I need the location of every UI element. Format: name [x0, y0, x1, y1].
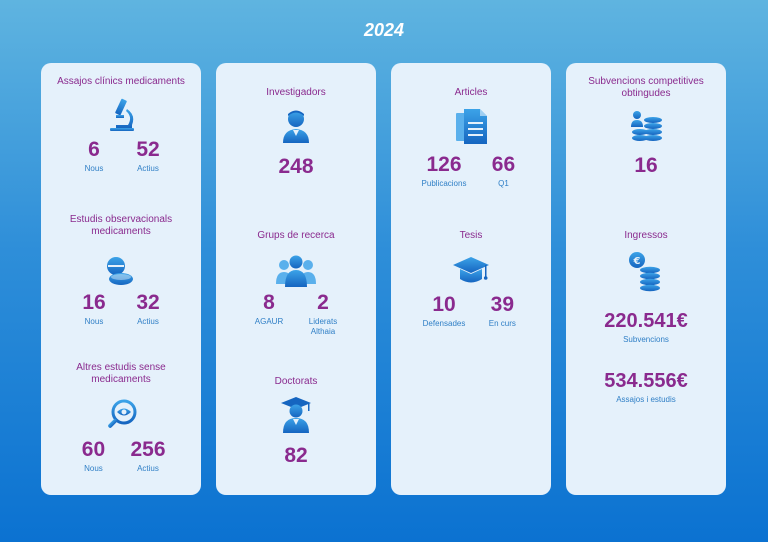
observacionals-block: Estudis observacionals medicaments 16 Nou…: [41, 214, 201, 327]
magnifier-eye-icon: [41, 398, 201, 432]
ingressos-assajos-value: 534.556€: [604, 370, 688, 392]
ingressos-block: Ingressos € 220.541€ Subvencions 534.556…: [566, 230, 726, 405]
grups-liderats-value: 2: [317, 291, 329, 314]
card-funding: Subvencions competitives obtingudes 16 I…: [566, 63, 726, 495]
articles-q1-value: 66: [491, 153, 516, 176]
doctorats-block: Doctorats 82: [216, 376, 376, 468]
assajos-block: Assajos clínics medicaments 6 Nous 52 Acti…: [41, 76, 201, 174]
assajos-actius-label: Actius: [137, 164, 159, 173]
documents-icon: [391, 107, 551, 145]
group-icon: [216, 254, 376, 288]
assajos-nous-value: 6: [88, 138, 100, 161]
doctor-icon: [216, 109, 376, 145]
articles-title: Articles: [454, 87, 488, 98]
doctorats-value: 82: [284, 444, 308, 467]
tesis-en-curs-value: 39: [490, 293, 515, 316]
tesis-block: Tesis 10 Defensades 39 En curs: [391, 230, 551, 329]
altres-title: Altres estudis sense medicaments: [76, 362, 166, 385]
ingressos-subvencions-value: 220.541€: [604, 310, 688, 332]
ingressos-subvencions-label: Subvencions: [623, 335, 669, 344]
observacionals-title: Estudis observacionals medicaments: [69, 214, 173, 237]
articles-block: Articles 126 Publicacions 66 Q1: [391, 87, 551, 189]
assajos-actius-value: 52: [136, 138, 160, 161]
investigadors-title: Investigadors: [266, 87, 326, 98]
investigadors-block: Investigadors 248: [216, 87, 376, 179]
svg-text:€: €: [633, 256, 641, 267]
articles-q1-label: Q1: [498, 179, 509, 188]
tesis-en-curs-label: En curs: [488, 319, 516, 328]
card-clinical-studies: Assajos clínics medicaments 6 Nous 52 Acti…: [41, 63, 201, 495]
subvencions-value: 16: [634, 154, 658, 177]
altres-block: Altres estudis sense medicaments 60 Nous …: [41, 362, 201, 474]
observacionals-nous-value: 16: [82, 291, 106, 314]
ingressos-assajos-label: Assajos i estudis: [616, 395, 676, 404]
grups-block: Grups de recerca 8 AGAUR 2 Liderats Althaia: [216, 230, 376, 337]
grups-agaur-label: AGAUR: [254, 317, 284, 326]
articles-publicacions-label: Publicacions: [421, 179, 467, 188]
altres-actius-value: 256: [130, 438, 166, 461]
grups-title: Grups de recerca: [257, 230, 335, 241]
articles-publicacions-value: 126: [426, 153, 462, 176]
altres-nous-value: 60: [81, 438, 106, 461]
graduation-cap-icon: [391, 256, 551, 286]
assajos-title: Assajos clínics medicaments: [57, 76, 185, 87]
assajos-nous-label: Nous: [84, 164, 104, 173]
microscope-icon: [41, 97, 201, 133]
graduate-icon: [216, 396, 376, 434]
grups-agaur-value: 8: [263, 291, 275, 314]
tesis-title: Tesis: [459, 230, 483, 241]
ingressos-title: Ingressos: [624, 230, 668, 241]
person-coins-icon: [566, 109, 726, 145]
altres-nous-label: Nous: [84, 464, 103, 473]
tesis-defensades-label: Defensades: [422, 319, 466, 328]
observacionals-actius-value: 32: [136, 291, 160, 314]
pills-icon: [41, 255, 201, 287]
subvencions-block: Subvencions competitives obtingudes 16: [566, 76, 726, 178]
doctorats-title: Doctorats: [274, 376, 318, 387]
year-title: 2024: [363, 20, 405, 40]
observacionals-nous-label: Nous: [84, 317, 104, 326]
grups-liderats-label: Liderats Althaia: [308, 317, 338, 336]
euro-coins-icon: €: [566, 251, 726, 295]
subvencions-title: Subvencions competitives obtingudes: [588, 76, 704, 99]
altres-actius-label: Actius: [137, 464, 159, 473]
card-publications: Articles 126 Publicacions 66 Q1 Tesis: [391, 63, 551, 495]
tesis-defensades-value: 10: [432, 293, 456, 316]
investigadors-value: 248: [278, 155, 314, 178]
observacionals-actius-label: Actius: [137, 317, 159, 326]
card-research-staff: Investigadors 248 Grups de recerca 8: [216, 63, 376, 495]
